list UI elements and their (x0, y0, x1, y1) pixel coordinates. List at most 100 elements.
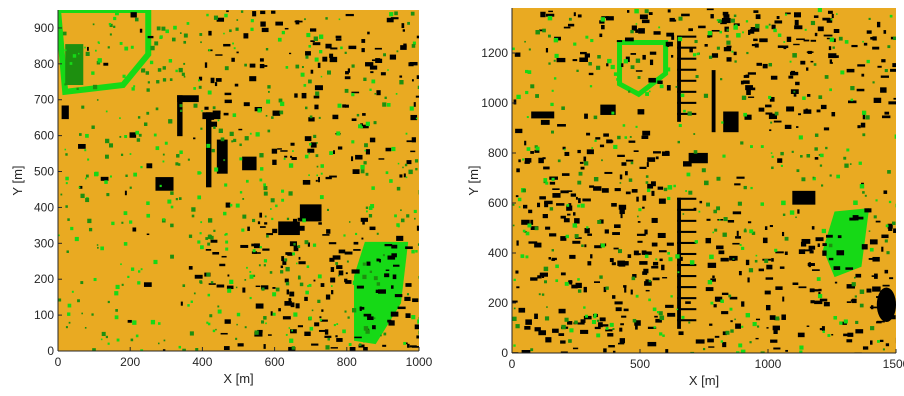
building (405, 283, 412, 287)
tree (644, 9, 649, 14)
building (224, 319, 231, 324)
tree (131, 87, 135, 91)
tree (414, 217, 416, 220)
building (289, 291, 295, 297)
tree (417, 85, 419, 89)
building (537, 202, 541, 208)
building (600, 104, 616, 115)
building (782, 296, 785, 302)
building (635, 70, 643, 72)
building (387, 255, 396, 260)
building (872, 46, 880, 50)
building (762, 237, 768, 244)
building (615, 307, 622, 312)
tree (363, 340, 365, 343)
tree (376, 232, 379, 235)
tree (141, 69, 144, 73)
building (580, 319, 586, 323)
tree (411, 315, 416, 320)
building (888, 101, 896, 105)
tree (675, 86, 678, 88)
building (708, 346, 715, 348)
tree (301, 66, 304, 69)
tree (690, 351, 695, 353)
building (385, 147, 392, 152)
tree (289, 338, 294, 343)
building (593, 186, 602, 191)
building (61, 105, 69, 120)
building (889, 277, 894, 280)
tree (121, 283, 124, 286)
building (271, 10, 276, 14)
tree (370, 204, 375, 209)
tree (417, 319, 419, 324)
building (721, 292, 729, 296)
tree (197, 79, 200, 82)
building (225, 202, 231, 208)
building (298, 225, 305, 231)
tree (892, 221, 896, 226)
building (571, 284, 578, 289)
tree (267, 85, 271, 89)
tree (91, 313, 94, 316)
building (329, 53, 334, 58)
tree (213, 15, 219, 20)
building (784, 124, 792, 129)
tree (309, 143, 312, 146)
tree (396, 223, 400, 227)
building (883, 30, 887, 34)
building (352, 169, 360, 174)
tree (199, 171, 202, 174)
building (335, 335, 338, 338)
building (280, 265, 284, 269)
building (285, 252, 292, 255)
tree (561, 324, 566, 330)
tree (129, 153, 132, 155)
building (215, 54, 223, 56)
tree (862, 191, 865, 194)
building (657, 186, 664, 190)
building (360, 124, 369, 129)
tree (369, 270, 373, 274)
x-tick-label: 1000 (755, 357, 782, 371)
building (753, 38, 758, 42)
tree (737, 201, 742, 206)
building (626, 10, 630, 13)
building (319, 316, 322, 319)
x-tick-label: 1000 (406, 355, 433, 369)
tree (97, 246, 99, 249)
tree (744, 228, 747, 231)
building (361, 48, 365, 53)
building (356, 285, 364, 289)
building (689, 47, 693, 53)
tree (308, 174, 310, 177)
building (399, 174, 403, 178)
tree (360, 164, 365, 170)
building (641, 19, 650, 24)
building (781, 45, 789, 49)
tree (740, 141, 744, 145)
building (567, 23, 575, 27)
tree (109, 175, 112, 178)
vegetation-patch (65, 44, 84, 86)
building (524, 231, 527, 233)
tree (80, 281, 84, 285)
tree (596, 333, 601, 338)
tree (648, 279, 652, 283)
building (595, 137, 601, 140)
building (568, 203, 572, 206)
building (236, 51, 239, 54)
building (677, 219, 697, 222)
tree (124, 135, 128, 139)
building (677, 308, 697, 311)
building (575, 282, 582, 289)
building (326, 229, 331, 234)
tree (838, 36, 843, 41)
building (636, 233, 646, 236)
tree (280, 101, 285, 107)
tree (765, 25, 769, 29)
tree (107, 300, 110, 304)
building (397, 306, 406, 310)
building (883, 190, 888, 194)
